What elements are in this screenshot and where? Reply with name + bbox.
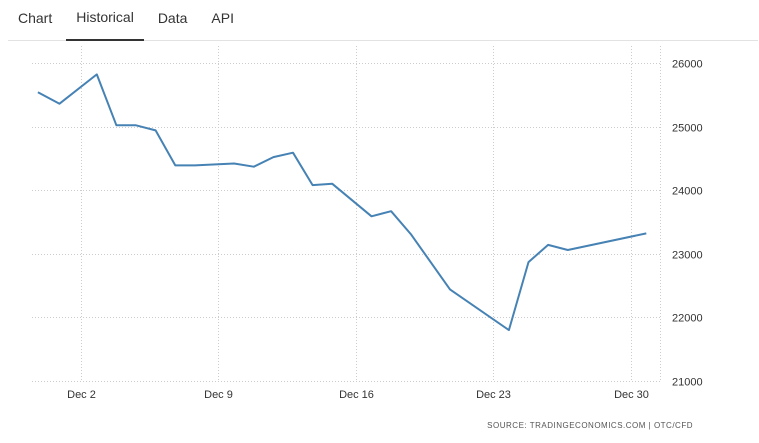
x-tick-label: Dec 30 <box>614 389 649 401</box>
y-tick-label: 26000 <box>672 59 703 71</box>
tab-bar: Chart Historical Data API <box>8 0 758 41</box>
tab-chart[interactable]: Chart <box>18 10 53 26</box>
y-tick-label: 24000 <box>672 186 703 198</box>
x-tick-label: Dec 2 <box>67 389 96 401</box>
tab-historical[interactable]: Historical <box>66 0 144 41</box>
y-axis-ticks: 26000 25000 24000 23000 22000 21000 <box>672 59 703 389</box>
x-tick-label: Dec 16 <box>339 389 374 401</box>
price-series-line <box>37 73 647 332</box>
y-tick-label: 25000 <box>672 123 703 135</box>
y-tick-label: 23000 <box>672 250 703 262</box>
x-tick-label: Dec 23 <box>476 389 511 401</box>
grid <box>32 46 661 382</box>
x-tick-label: Dec 9 <box>204 389 233 401</box>
source-note: SOURCE: TRADINGECONOMICS.COM | OTC/CFD <box>487 421 693 430</box>
y-tick-label: 22000 <box>672 313 703 325</box>
y-tick-label: 21000 <box>672 377 703 389</box>
tab-data[interactable]: Data <box>157 10 188 26</box>
tab-api[interactable]: API <box>211 10 234 26</box>
x-axis-ticks: Dec 2 Dec 9 Dec 16 Dec 23 Dec 30 <box>67 389 649 401</box>
